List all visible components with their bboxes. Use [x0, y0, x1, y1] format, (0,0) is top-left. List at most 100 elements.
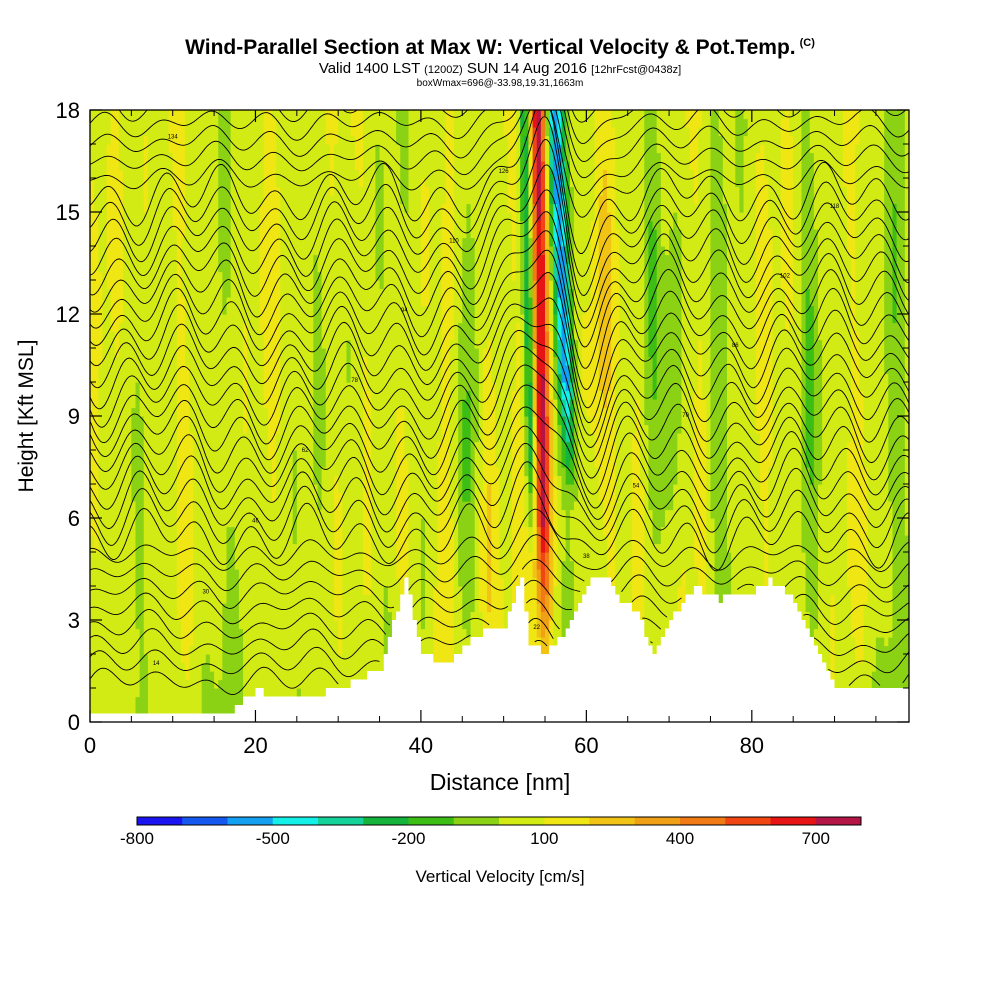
velocity-cell: [904, 339, 909, 349]
velocity-cell: [420, 518, 426, 528]
velocity-cell: [263, 144, 277, 154]
velocity-cell: [615, 203, 645, 213]
theta-contour: [90, 272, 909, 409]
velocity-cell: [243, 688, 298, 698]
velocity-cell: [90, 161, 108, 171]
velocity-cell: [884, 127, 906, 137]
velocity-cell: [573, 356, 579, 366]
velocity-cell: [123, 186, 145, 196]
velocity-cell: [859, 348, 885, 358]
velocity-cell: [429, 237, 443, 247]
velocity-cell: [710, 263, 728, 273]
velocity-cell: [851, 331, 860, 341]
velocity-cell: [135, 509, 145, 519]
velocity-cell: [176, 475, 195, 485]
velocity-cell: [565, 552, 571, 562]
velocity-cell: [181, 237, 219, 247]
velocity-cell: [685, 586, 699, 596]
velocity-cell: [106, 254, 124, 264]
velocity-cell: [189, 373, 244, 383]
velocity-cell: [565, 118, 571, 128]
velocity-cell: [549, 152, 554, 162]
velocity-cell: [768, 467, 803, 477]
velocity-cell: [727, 339, 757, 349]
velocity-cell: [445, 110, 455, 120]
velocity-cell: [143, 458, 178, 468]
velocity-cell: [702, 348, 712, 358]
velocity-cell: [578, 492, 600, 502]
velocity-cell: [561, 441, 567, 451]
velocity-cell: [545, 518, 550, 528]
velocity-cell: [135, 543, 145, 553]
velocity-cell: [524, 144, 530, 154]
velocity-cell: [714, 518, 728, 528]
velocity-cell: [520, 305, 525, 315]
velocity-cell: [482, 475, 501, 485]
velocity-cell: [342, 552, 364, 562]
velocity-cell: [482, 484, 488, 494]
velocity-cell: [569, 297, 575, 307]
velocity-cell: [176, 484, 195, 494]
velocity-cell: [561, 560, 575, 570]
velocity-cell: [784, 297, 794, 307]
velocity-cell: [185, 118, 219, 128]
velocity-cell: [681, 416, 695, 426]
velocity-cell: [710, 195, 724, 205]
velocity-cell: [511, 594, 538, 604]
velocity-cell: [809, 611, 819, 621]
velocity-cell: [536, 399, 542, 409]
velocity-cell: [540, 441, 546, 451]
velocity-cell: [420, 552, 426, 562]
velocity-cell: [727, 467, 761, 477]
velocity-cell: [573, 390, 579, 400]
velocity-cell: [553, 390, 559, 400]
velocity-cell: [474, 314, 525, 324]
velocity-cell: [454, 152, 509, 162]
velocity-cell: [441, 212, 455, 222]
velocity-cell: [714, 569, 732, 579]
velocity-cell: [619, 280, 645, 290]
velocity-cell: [524, 501, 530, 511]
velocity-cell: [458, 339, 476, 349]
velocity-cell: [755, 212, 769, 222]
velocity-cell: [185, 195, 219, 205]
velocity-cell: [499, 569, 513, 579]
velocity-cell: [375, 169, 385, 179]
velocity-cell: [511, 535, 530, 545]
velocity-cell: [276, 135, 327, 145]
velocity-cell: [846, 526, 869, 536]
velocity-cell: [904, 390, 909, 400]
velocity-cell: [904, 135, 909, 145]
velocity-cell: [648, 348, 658, 358]
velocity-cell: [710, 203, 728, 213]
velocity-cell: [660, 178, 695, 188]
velocity-cell: [846, 195, 856, 205]
velocity-cell: [176, 433, 195, 443]
velocity-cell: [640, 475, 650, 485]
velocity-cell: [528, 305, 534, 315]
velocity-cell: [727, 229, 757, 239]
velocity-cell: [189, 671, 203, 681]
velocity-cell: [615, 373, 645, 383]
velocity-cell: [644, 229, 650, 239]
velocity-cell: [578, 467, 600, 477]
velocity-cell: [449, 416, 459, 426]
velocity-cell: [851, 611, 865, 621]
velocity-cell: [371, 484, 397, 494]
velocity-cell: [528, 509, 534, 519]
velocity-cell: [238, 603, 335, 613]
theta-contour-label: 54: [633, 483, 640, 489]
velocity-cell: [528, 475, 534, 485]
velocity-cell: [371, 458, 397, 468]
velocity-cell: [226, 526, 236, 536]
velocity-cell: [532, 195, 538, 205]
velocity-cell: [553, 458, 559, 468]
velocity-cell: [565, 518, 571, 528]
velocity-cell: [363, 178, 377, 188]
velocity-cell: [176, 441, 195, 451]
velocity-cell: [234, 535, 294, 545]
velocity-cell: [516, 382, 521, 392]
velocity-cell: [540, 433, 546, 443]
velocity-cell: [462, 254, 476, 264]
velocity-cell: [238, 569, 335, 579]
